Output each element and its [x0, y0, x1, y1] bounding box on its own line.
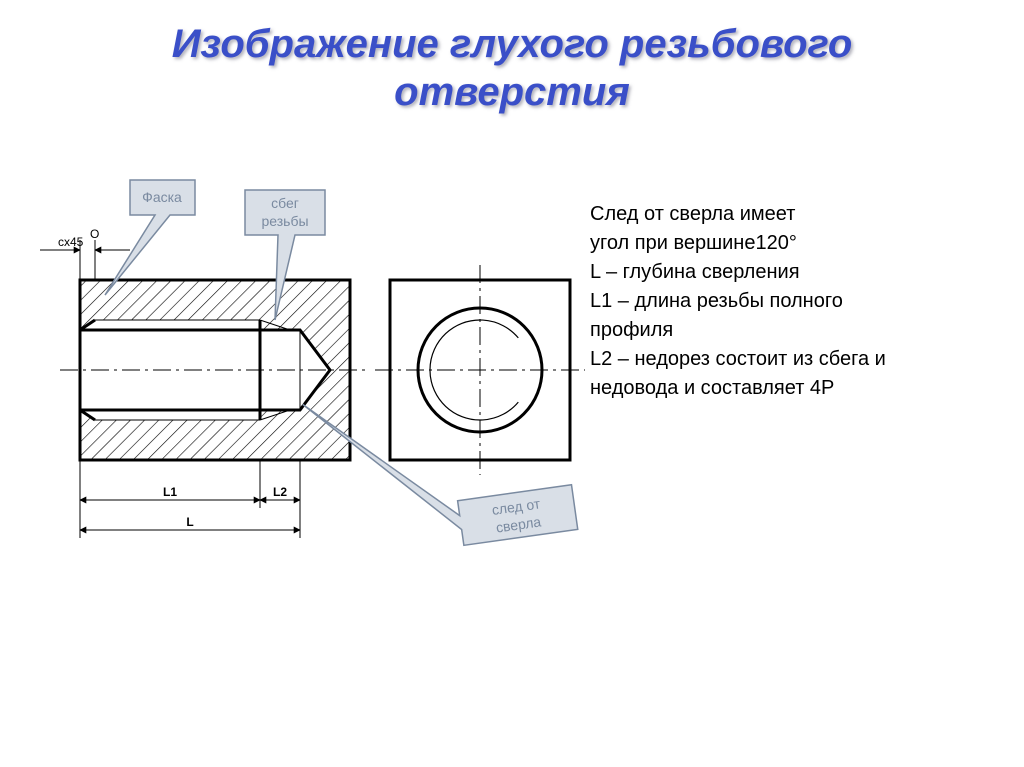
hatch-bottom — [80, 370, 350, 460]
chamfer-dim-label: сх45 — [58, 235, 84, 249]
explain-l5: профиля — [590, 316, 1024, 345]
explain-l1: След от сверла имеет — [590, 200, 1024, 229]
hatch-top — [80, 280, 350, 370]
title-line-2: отверстия — [394, 70, 630, 114]
title-line-1: Изображение глухого резьбового — [172, 22, 853, 66]
explain-l6: L2 – недорез состоит из сбега и — [590, 345, 1024, 374]
svg-text:сбег: сбег — [271, 195, 299, 211]
dim-l2-label: L2 — [273, 485, 287, 499]
svg-text:резьбы: резьбы — [261, 213, 308, 229]
explain-l2: угол при вершине120° — [590, 229, 1024, 258]
technical-drawing: L1 L2 L сх45 О Фаска сбег резьбы след от… — [20, 120, 620, 570]
dim-l1-label: L1 — [163, 485, 177, 499]
explanation-text: След от сверла имеет угол при вершине120… — [590, 200, 1024, 403]
explain-l4: L1 – длина резьбы полного — [590, 287, 1024, 316]
callout-chamfer: Фаска — [105, 180, 195, 295]
dim-l-label: L — [186, 515, 193, 529]
explain-l3: L – глубина сверления — [590, 258, 1024, 287]
svg-text:Фаска: Фаска — [142, 189, 182, 205]
chamfer-degree: О — [90, 227, 99, 241]
explain-l7: недовода и составляет 4Р — [590, 374, 1024, 403]
